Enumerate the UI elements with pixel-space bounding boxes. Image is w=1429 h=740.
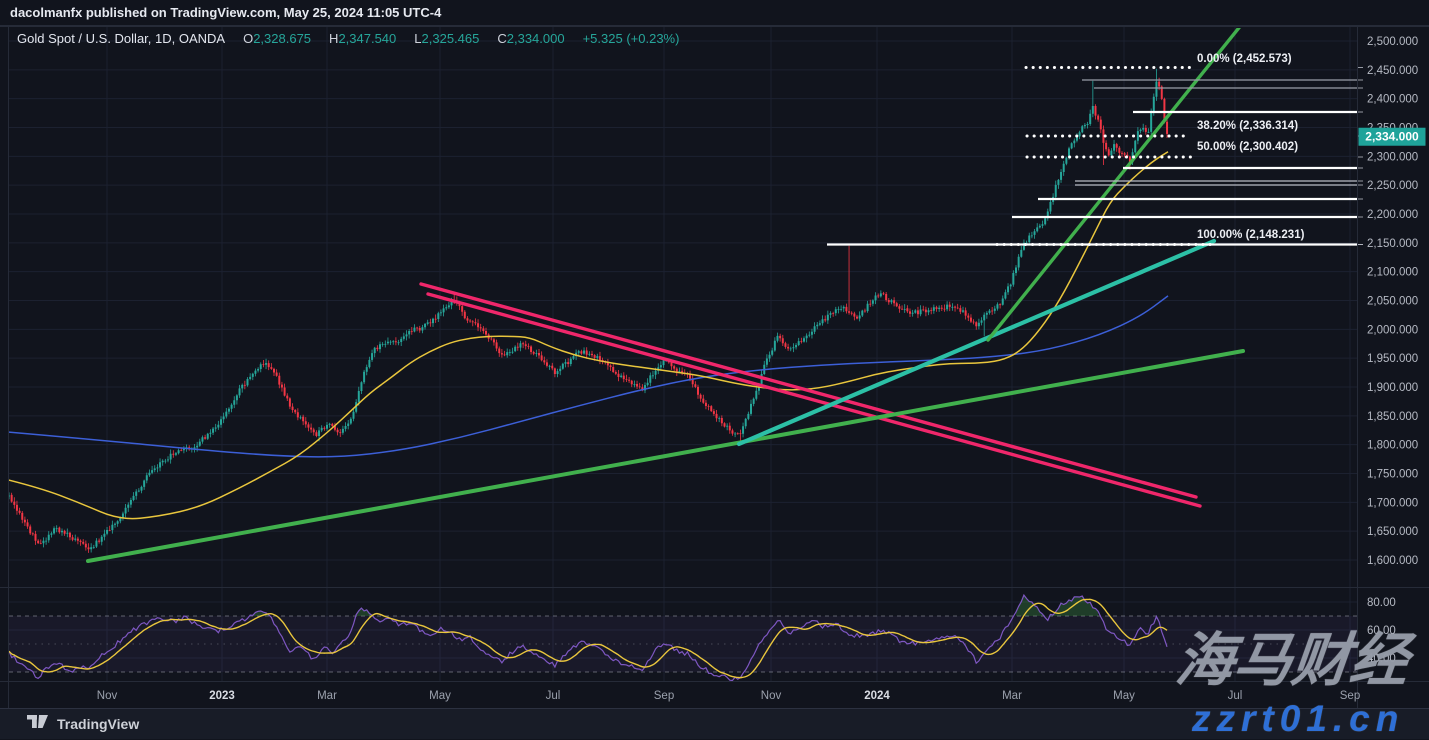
price-tick-label: 1,750.000 bbox=[1367, 469, 1418, 481]
last-price-badge bbox=[1358, 127, 1426, 146]
price-tick-label: 2,400.000 bbox=[1367, 94, 1418, 106]
ma-50-line bbox=[9, 151, 1169, 520]
price-tick-label: 2,250.000 bbox=[1367, 180, 1418, 192]
time-tick-label: May bbox=[429, 690, 451, 702]
fib-label: 50.00% (2,300.402) bbox=[1197, 141, 1298, 153]
price-change: +5.325 (+0.23%) bbox=[582, 31, 680, 46]
time-tick-label: Jul bbox=[1228, 690, 1243, 702]
grid-lines bbox=[9, 27, 1357, 681]
time-tick-label: 2023 bbox=[209, 690, 235, 702]
time-tick-label: Sep bbox=[1340, 690, 1360, 702]
candlestick-series bbox=[9, 68, 1169, 553]
price-tick-label: 2,300.000 bbox=[1367, 151, 1418, 163]
moving-averages bbox=[9, 151, 1169, 520]
ohlc-open: O2,328.675 bbox=[243, 31, 312, 46]
price-tick-label: 2,100.000 bbox=[1367, 267, 1418, 279]
rsi-tick-label: 40.00 bbox=[1367, 653, 1396, 665]
rsi-tick-label: 80.00 bbox=[1367, 597, 1396, 609]
attribution-bar: dacolmanfx published on TradingView.com,… bbox=[0, 0, 1429, 26]
time-tick-label: Nov bbox=[761, 690, 782, 702]
price-tick-label: 2,000.000 bbox=[1367, 324, 1418, 336]
price-tick-label: 1,700.000 bbox=[1367, 497, 1418, 509]
time-tick-label: Nov bbox=[97, 690, 118, 702]
price-tick-label: 2,500.000 bbox=[1367, 36, 1418, 48]
price-tick-label: 1,600.000 bbox=[1367, 555, 1418, 567]
time-tick-label: Sep bbox=[654, 690, 674, 702]
ohlc-high: H2,347.540 bbox=[329, 31, 397, 46]
price-tick-label: 1,900.000 bbox=[1367, 382, 1418, 394]
price-tick-label: 2,150.000 bbox=[1367, 238, 1418, 250]
price-tick-label: 1,800.000 bbox=[1367, 440, 1418, 452]
symbol-title[interactable]: Gold Spot / U.S. Dollar, 1D, OANDA bbox=[17, 31, 226, 46]
trendline-long-term-support[interactable] bbox=[86, 349, 1245, 563]
fib-label: 100.00% (2,148.231) bbox=[1197, 229, 1305, 241]
time-tick-label: May bbox=[1113, 690, 1135, 702]
rsi-ma-line bbox=[9, 598, 1168, 679]
trendline-teal-support[interactable] bbox=[736, 238, 1217, 447]
fib-label: 0.00% (2,452.573) bbox=[1197, 53, 1292, 65]
time-tick-label: 2024 bbox=[864, 690, 890, 702]
rsi-overbought-fill bbox=[1050, 596, 1099, 616]
trendline-steep-uptrend[interactable] bbox=[986, 19, 1246, 342]
price-tick-label: 2,050.000 bbox=[1367, 296, 1418, 308]
horizontal-rays[interactable] bbox=[827, 79, 1357, 246]
time-axis[interactable]: Nov 2023 Mar May Jul Sep Nov 2024 Mar May Jul Sep bbox=[97, 690, 1360, 702]
time-tick-label: Jul bbox=[546, 690, 561, 702]
tradingview-brand[interactable]: TradingView bbox=[57, 716, 140, 732]
price-tick-label: 1,950.000 bbox=[1367, 353, 1418, 365]
rsi-band bbox=[9, 615, 1357, 673]
ma-200-line bbox=[9, 295, 1169, 458]
last-price-label: 2,334.000 bbox=[1365, 130, 1419, 144]
trendline-descending-channel-lower[interactable] bbox=[426, 292, 1202, 508]
fib-retracement[interactable]: 0.00% (2,452.573) 38.20% (2,336.314) 50.00… bbox=[995, 53, 1305, 246]
price-tick-label: 1,850.000 bbox=[1367, 411, 1418, 423]
trendline-descending-channel-upper[interactable] bbox=[419, 282, 1198, 499]
time-tick-label: Mar bbox=[1002, 690, 1022, 702]
time-tick-label: Mar bbox=[317, 690, 337, 702]
fib-label: 38.20% (2,336.314) bbox=[1197, 120, 1298, 132]
ohlc-close: C2,334.000 bbox=[497, 31, 565, 46]
symbol-legend: Gold Spot / U.S. Dollar, 1D, OANDA O2,32… bbox=[17, 31, 679, 46]
pane-borders bbox=[0, 26, 1429, 708]
attribution-text: dacolmanfx published on TradingView.com,… bbox=[10, 5, 442, 20]
price-tick-label: 2,200.000 bbox=[1367, 209, 1418, 221]
rsi-indicator bbox=[9, 593, 1168, 681]
ohlc-low: L2,325.465 bbox=[414, 31, 480, 46]
tradingview-logo-icon[interactable] bbox=[27, 714, 49, 734]
price-tick-label: 1,650.000 bbox=[1367, 526, 1418, 538]
rsi-overbought-fill bbox=[1016, 595, 1043, 616]
rsi-tick-label: 60.00 bbox=[1367, 625, 1396, 637]
price-tick-label: 2,450.000 bbox=[1367, 65, 1418, 77]
footer-bar: TradingView bbox=[0, 708, 1429, 739]
price-axis[interactable]: 2,500.0002,450.0002,400.0002,350.0002,30… bbox=[1358, 36, 1426, 665]
trend-lines[interactable] bbox=[86, 19, 1246, 563]
rsi-line bbox=[9, 593, 1168, 681]
